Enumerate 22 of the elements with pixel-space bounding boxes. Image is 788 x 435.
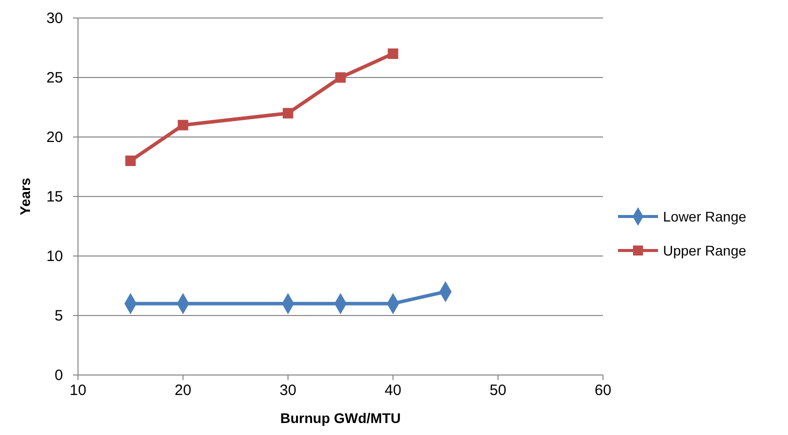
point	[282, 108, 294, 118]
x-axis-title: Burnup GWd/MTU	[280, 410, 401, 426]
x-tick-label: 10	[70, 382, 86, 399]
y-tick-label: 25	[46, 70, 63, 86]
y-tick-label: 0	[54, 367, 63, 384]
x-tick-label: 20	[174, 382, 192, 399]
x-tick-label: 40	[384, 382, 402, 399]
y-axis-title: Years	[17, 178, 33, 216]
legend-label: Lower Range	[663, 208, 746, 224]
y-tick-label: 15	[46, 188, 63, 206]
y-tick-label: 30	[46, 10, 63, 27]
point	[178, 120, 188, 130]
x-tick-label: 30	[280, 382, 296, 399]
y-tick-label: 20	[46, 129, 63, 146]
x-tick-label: 60	[594, 382, 612, 399]
point	[335, 72, 346, 83]
legend-label: Upper Range	[663, 242, 746, 258]
y-tick-label: 5	[54, 308, 63, 324]
x-tick-label: 50	[490, 382, 506, 399]
point	[125, 156, 136, 166]
y-tick-label: 10	[46, 248, 63, 265]
point	[388, 48, 398, 59]
